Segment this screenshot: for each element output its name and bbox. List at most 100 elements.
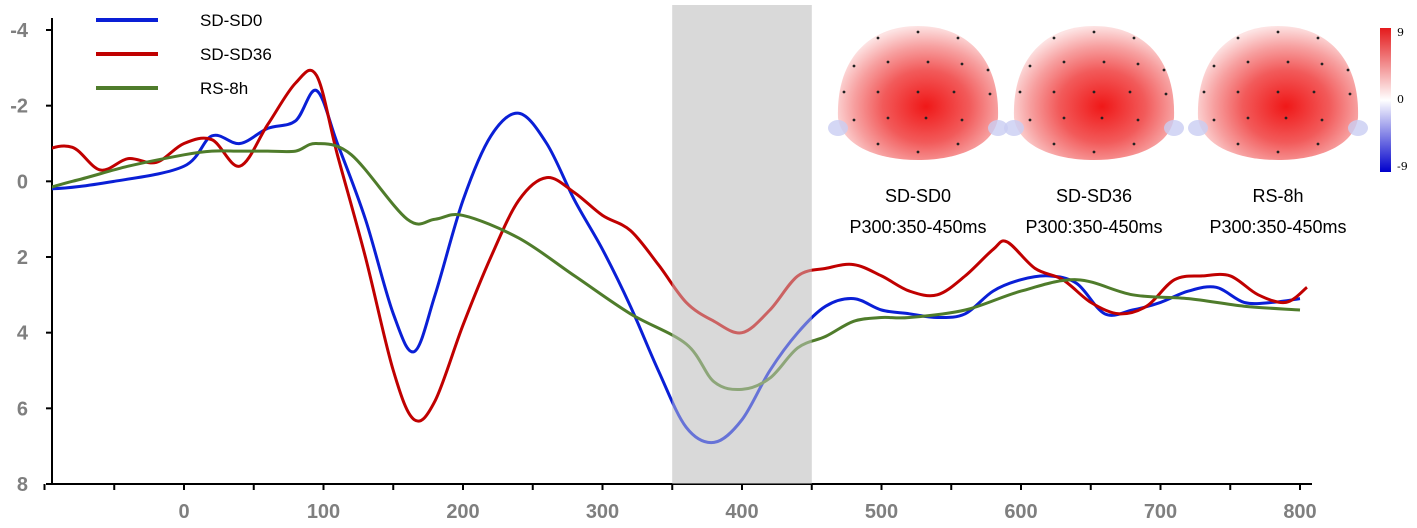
legend-label: SD-SD36 <box>200 45 272 64</box>
x-tick-label: 700 <box>1144 501 1177 523</box>
colorbar-min-label: -9 <box>1397 160 1408 173</box>
y-tick-label: 2 <box>17 247 28 269</box>
time-window-highlight <box>672 5 812 484</box>
topomap-group-label: SD-SD36 <box>1056 186 1132 206</box>
electrode-dot <box>1128 90 1132 94</box>
colorbar: 9 0 -9 <box>1380 26 1408 173</box>
legend: SD-SD0 SD-SD36 RS-8h <box>96 11 272 98</box>
electrode-dot <box>1018 90 1022 94</box>
electrode-dot <box>1052 142 1056 146</box>
topomap-negative-region <box>828 120 848 136</box>
x-tick-label: 600 <box>1004 501 1037 523</box>
electrode-dot <box>1052 90 1056 94</box>
axes: -4 -2 0 2 4 6 8 0 100 200 300 400 500 600 700 800 <box>10 18 1317 523</box>
electrode-dot <box>1062 116 1066 120</box>
y-tick-label: 6 <box>17 398 28 420</box>
x-tick-label: 400 <box>725 501 758 523</box>
electrode-dot <box>886 116 890 120</box>
topomap-negative-region <box>1348 120 1368 136</box>
electrode-dot <box>1136 118 1140 122</box>
topomap-negative-region <box>1188 120 1208 136</box>
electrode-dot <box>1028 118 1032 122</box>
topomap-rs-8h: RS-8h P300:350-450ms <box>1188 26 1368 237</box>
electrode-dot <box>876 142 880 146</box>
series-line-sd-sd36 <box>52 68 1308 423</box>
topomap-group-label: RS-8h <box>1252 186 1303 206</box>
series-line-sd-sd0 <box>52 88 1301 445</box>
electrode-dot <box>1320 118 1324 122</box>
x-tick-label: 200 <box>446 501 479 523</box>
topomap-sd-sd0: SD-SD0 P300:350-450ms <box>828 26 1008 237</box>
electrode-dot <box>886 60 890 64</box>
electrode-dot <box>1164 92 1168 96</box>
electrode-dot <box>916 30 920 34</box>
x-tick-label: 500 <box>865 501 898 523</box>
electrode-dot <box>1312 90 1316 94</box>
electrode-dot <box>1028 64 1032 68</box>
topomap-window-label: P300:350-450ms <box>849 217 986 237</box>
electrode-dot <box>1102 60 1106 64</box>
colorbar-max-label: 9 <box>1397 26 1404 39</box>
electrode-dot <box>1276 150 1280 154</box>
electrode-dot <box>876 36 880 40</box>
topomaps: SD-SD0 P300:350-450ms SD-SD36 P300:350-450m… <box>828 26 1368 237</box>
y-tick-label: 8 <box>17 474 28 496</box>
time-window-overlay <box>672 5 812 484</box>
electrode-dot <box>1316 142 1320 146</box>
electrode-dot <box>1236 142 1240 146</box>
electrode-dot <box>1346 68 1350 72</box>
series-lines <box>52 5 1308 484</box>
electrode-dot <box>956 36 960 40</box>
electrode-dot <box>1284 116 1288 120</box>
electrode-dot <box>1316 36 1320 40</box>
electrode-dot <box>876 90 880 94</box>
y-tick-label: -2 <box>10 96 28 118</box>
topomap-window-label: P300:350-450ms <box>1209 217 1346 237</box>
x-tick-label: 0 <box>178 501 189 523</box>
electrode-dot <box>1246 116 1250 120</box>
series-line-rs-8h <box>52 141 1301 392</box>
electrode-dot <box>1132 36 1136 40</box>
electrode-dot <box>960 118 964 122</box>
electrode-dot <box>924 116 928 120</box>
electrode-dot <box>1236 90 1240 94</box>
electrode-dot <box>1052 36 1056 40</box>
electrode-dot <box>1132 142 1136 146</box>
electrode-dot <box>1236 36 1240 40</box>
y-tick-label: -4 <box>10 20 29 42</box>
electrode-dot <box>852 64 856 68</box>
electrode-dot <box>842 90 846 94</box>
electrode-dot <box>952 90 956 94</box>
electrode-dot <box>852 118 856 122</box>
electrode-dot <box>1162 68 1166 72</box>
electrode-dot <box>1348 92 1352 96</box>
electrode-dot <box>1092 150 1096 154</box>
electrode-dot <box>1276 90 1280 94</box>
topomap-group-label: SD-SD0 <box>885 186 951 206</box>
electrode-dot <box>926 60 930 64</box>
x-tick-label: 300 <box>586 501 619 523</box>
electrode-dot <box>1062 60 1066 64</box>
electrode-dot <box>1092 90 1096 94</box>
electrode-dot <box>988 92 992 96</box>
electrode-dot <box>1286 60 1290 64</box>
electrode-dot <box>1320 62 1324 66</box>
x-tick-label: 800 <box>1283 501 1316 523</box>
electrode-dot <box>1092 30 1096 34</box>
topomap-window-label: P300:350-450ms <box>1025 217 1162 237</box>
electrode-dot <box>916 150 920 154</box>
electrode-dot <box>916 90 920 94</box>
colorbar-mid-label: 0 <box>1397 93 1404 106</box>
electrode-dot <box>1212 64 1216 68</box>
electrode-dot <box>960 62 964 66</box>
electrode-dot <box>986 68 990 72</box>
electrode-dot <box>1136 62 1140 66</box>
x-tick-label: 100 <box>307 501 340 523</box>
electrode-dot <box>1246 60 1250 64</box>
legend-label: RS-8h <box>200 79 248 98</box>
y-tick-label: 4 <box>17 323 29 345</box>
electrode-dot <box>1202 90 1206 94</box>
topomap-sd-sd36: SD-SD36 P300:350-450ms <box>1004 26 1184 237</box>
topomap-negative-region <box>988 120 1008 136</box>
legend-label: SD-SD0 <box>200 11 262 30</box>
